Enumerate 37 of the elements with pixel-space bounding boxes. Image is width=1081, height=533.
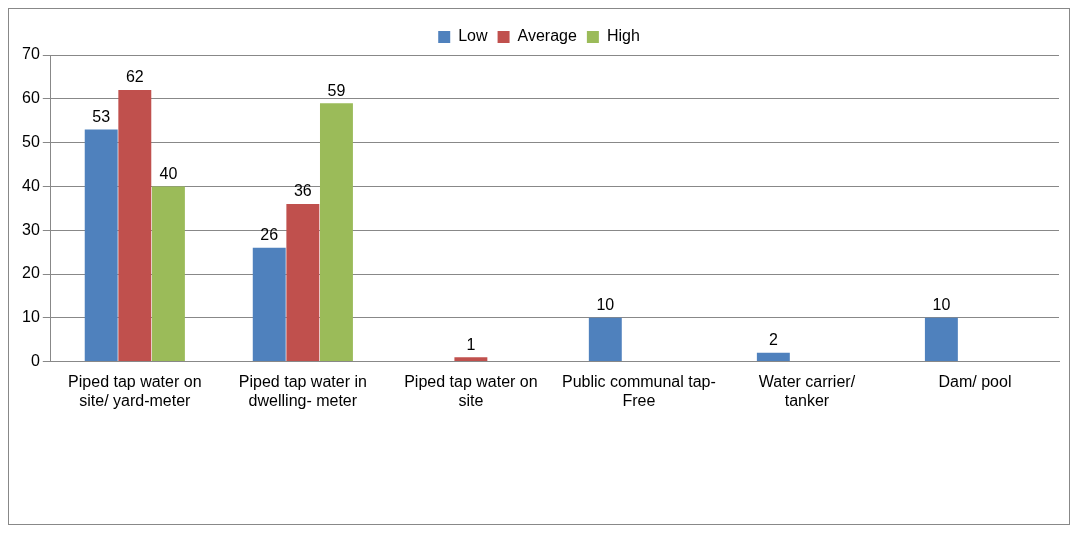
- legend-label: Low: [458, 27, 489, 45]
- bar: [924, 317, 958, 362]
- data-label: 2: [768, 331, 778, 349]
- legend-label: High: [606, 27, 640, 45]
- bar: [588, 317, 622, 362]
- x-tick-label: Public communal tap- Free: [561, 372, 716, 409]
- data-label: 26: [260, 226, 279, 244]
- y-tick-label: 60: [22, 89, 40, 107]
- bar: [756, 352, 790, 362]
- bar: [118, 90, 152, 362]
- x-tick-label: Piped tap water on site/ yard-meter: [68, 372, 202, 409]
- data-label: 59: [327, 81, 346, 99]
- data-label: 40: [159, 164, 178, 182]
- x-tick-label: Piped tap water on site: [404, 372, 538, 409]
- bar: [84, 129, 118, 362]
- data-label: 62: [125, 68, 144, 86]
- data-label: 1: [466, 335, 476, 353]
- legend-label: Average: [517, 27, 577, 45]
- y-tick-label: 10: [22, 308, 40, 326]
- x-tick-label: Piped tap water in dwelling- meter: [238, 372, 367, 409]
- y-tick-label: 70: [22, 45, 40, 63]
- bar: [319, 103, 353, 362]
- bar: [252, 247, 286, 362]
- data-label: 10: [596, 296, 615, 314]
- y-tick-label: 0: [30, 352, 40, 370]
- bar: [151, 186, 185, 362]
- data-label: 10: [932, 296, 951, 314]
- y-tick-label: 20: [22, 264, 40, 282]
- data-label: 53: [92, 107, 111, 125]
- bar: [286, 203, 320, 362]
- x-tick-label: Water carrier/ tanker: [758, 372, 856, 409]
- y-tick-label: 50: [22, 133, 40, 151]
- y-tick-label: 30: [22, 220, 40, 238]
- y-tick-label: 40: [22, 176, 40, 194]
- data-label: 36: [293, 182, 312, 200]
- x-tick-label: Dam/ pool: [938, 372, 1012, 390]
- bar: [454, 357, 488, 362]
